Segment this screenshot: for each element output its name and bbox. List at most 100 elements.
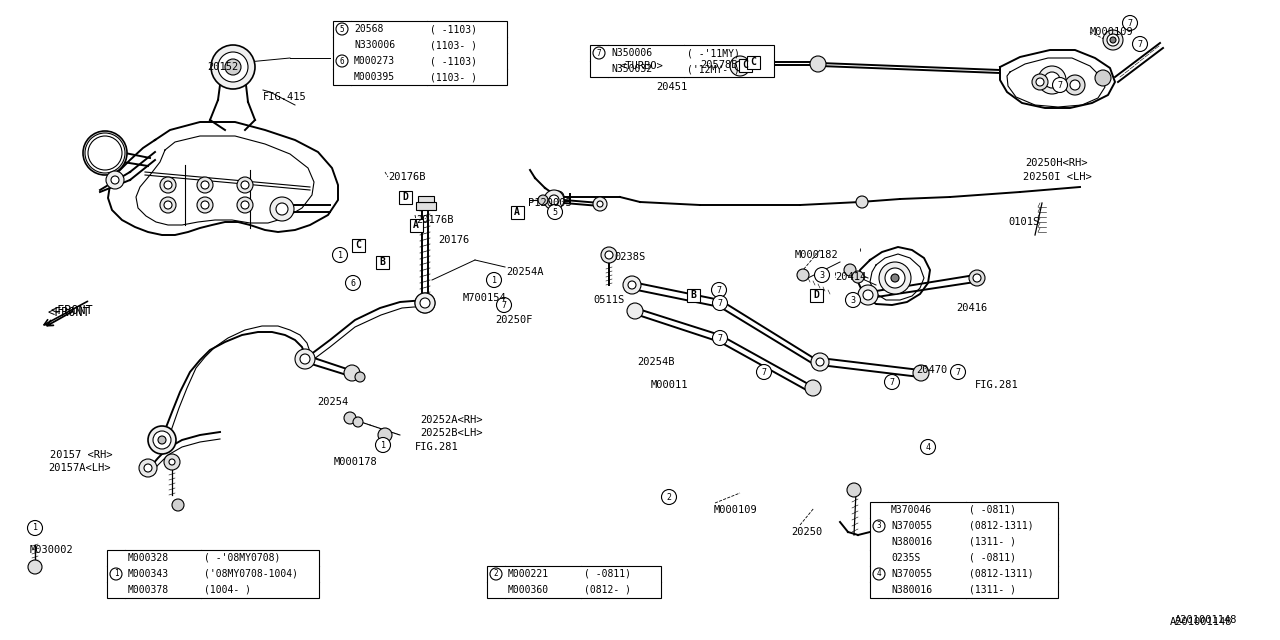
Text: 0101S: 0101S xyxy=(1009,217,1039,227)
Text: ( -'08MY0708): ( -'08MY0708) xyxy=(204,553,280,563)
Text: 20250F: 20250F xyxy=(495,315,532,325)
Circle shape xyxy=(623,276,641,294)
Circle shape xyxy=(1103,30,1123,50)
Text: <FRONT: <FRONT xyxy=(47,305,90,319)
Circle shape xyxy=(415,293,435,313)
Text: ( -1103): ( -1103) xyxy=(430,24,477,34)
Text: M000182: M000182 xyxy=(795,250,838,260)
Text: ( -0811): ( -0811) xyxy=(969,553,1016,563)
Circle shape xyxy=(1052,77,1068,93)
Circle shape xyxy=(852,271,864,283)
Text: (0812-1311): (0812-1311) xyxy=(969,569,1034,579)
Circle shape xyxy=(627,303,643,319)
Circle shape xyxy=(884,268,905,288)
Circle shape xyxy=(552,191,564,203)
Bar xyxy=(746,56,759,68)
Circle shape xyxy=(602,247,617,263)
Text: 0511S: 0511S xyxy=(593,295,625,305)
Text: N370055: N370055 xyxy=(891,569,932,579)
Circle shape xyxy=(160,197,177,213)
Text: 4: 4 xyxy=(925,442,931,451)
Text: 20176B: 20176B xyxy=(388,172,425,182)
Circle shape xyxy=(863,290,873,300)
Text: 5: 5 xyxy=(553,207,558,216)
Bar xyxy=(870,502,1059,598)
Circle shape xyxy=(415,293,435,313)
Text: 7: 7 xyxy=(890,378,895,387)
Circle shape xyxy=(490,568,502,580)
Circle shape xyxy=(858,285,878,305)
Circle shape xyxy=(140,459,157,477)
Circle shape xyxy=(879,262,911,294)
Circle shape xyxy=(148,426,177,454)
Circle shape xyxy=(172,499,184,511)
Circle shape xyxy=(420,298,430,308)
Circle shape xyxy=(549,195,559,205)
Text: D: D xyxy=(402,192,408,202)
Circle shape xyxy=(1044,72,1060,88)
Text: 7: 7 xyxy=(955,367,960,376)
Circle shape xyxy=(84,133,125,173)
Text: 5: 5 xyxy=(339,24,344,33)
Circle shape xyxy=(270,197,294,221)
Text: 7: 7 xyxy=(1138,40,1143,49)
Circle shape xyxy=(913,365,929,381)
Text: 20157 <RH>: 20157 <RH> xyxy=(50,450,113,460)
Text: 2: 2 xyxy=(494,570,498,579)
Circle shape xyxy=(712,282,727,298)
Circle shape xyxy=(28,560,42,574)
Bar xyxy=(416,202,436,210)
Text: FIG.281: FIG.281 xyxy=(415,442,458,452)
Circle shape xyxy=(90,138,120,168)
Circle shape xyxy=(1070,80,1080,90)
Text: A201001148: A201001148 xyxy=(1170,617,1233,627)
Bar xyxy=(809,289,823,301)
Circle shape xyxy=(593,47,605,59)
Text: P120003: P120003 xyxy=(529,198,572,208)
Text: FIG.281: FIG.281 xyxy=(975,380,1019,390)
Text: ('08MY0708-1004): ('08MY0708-1004) xyxy=(204,569,298,579)
Circle shape xyxy=(110,568,122,580)
Bar xyxy=(590,45,774,77)
Text: M000328: M000328 xyxy=(128,553,169,563)
Bar xyxy=(108,550,319,598)
Circle shape xyxy=(164,181,172,189)
Circle shape xyxy=(920,440,936,454)
Bar xyxy=(739,58,751,72)
Text: 20176: 20176 xyxy=(438,235,470,245)
Text: ( -1103): ( -1103) xyxy=(430,56,477,66)
Text: M000178: M000178 xyxy=(334,457,378,467)
Circle shape xyxy=(844,264,856,276)
Circle shape xyxy=(111,176,119,184)
Circle shape xyxy=(847,483,861,497)
Text: 3: 3 xyxy=(819,271,824,280)
Bar xyxy=(398,191,411,204)
Circle shape xyxy=(973,274,980,282)
Circle shape xyxy=(873,520,884,532)
Bar xyxy=(511,205,524,218)
Text: 20252A<RH>: 20252A<RH> xyxy=(420,415,483,425)
Text: 0235S: 0235S xyxy=(891,553,920,563)
Text: 7: 7 xyxy=(1057,81,1062,90)
Text: 20176B: 20176B xyxy=(416,215,453,225)
Circle shape xyxy=(27,520,42,536)
Text: M370046: M370046 xyxy=(891,505,932,515)
Text: A201001148: A201001148 xyxy=(1175,615,1238,625)
Circle shape xyxy=(1133,36,1147,51)
Text: 7: 7 xyxy=(718,333,722,342)
Text: (1311- ): (1311- ) xyxy=(969,585,1016,595)
Circle shape xyxy=(486,273,502,287)
Circle shape xyxy=(817,358,824,366)
Text: 7: 7 xyxy=(502,301,507,310)
Text: M00011: M00011 xyxy=(652,380,689,390)
Circle shape xyxy=(1110,37,1116,43)
Text: 7: 7 xyxy=(717,285,722,294)
Text: 2: 2 xyxy=(667,493,672,502)
Text: A: A xyxy=(413,220,419,230)
Circle shape xyxy=(201,201,209,209)
Circle shape xyxy=(1036,78,1044,86)
Bar xyxy=(333,21,507,85)
Text: FIG.415: FIG.415 xyxy=(262,92,307,102)
Circle shape xyxy=(346,275,361,291)
Bar xyxy=(419,196,434,202)
